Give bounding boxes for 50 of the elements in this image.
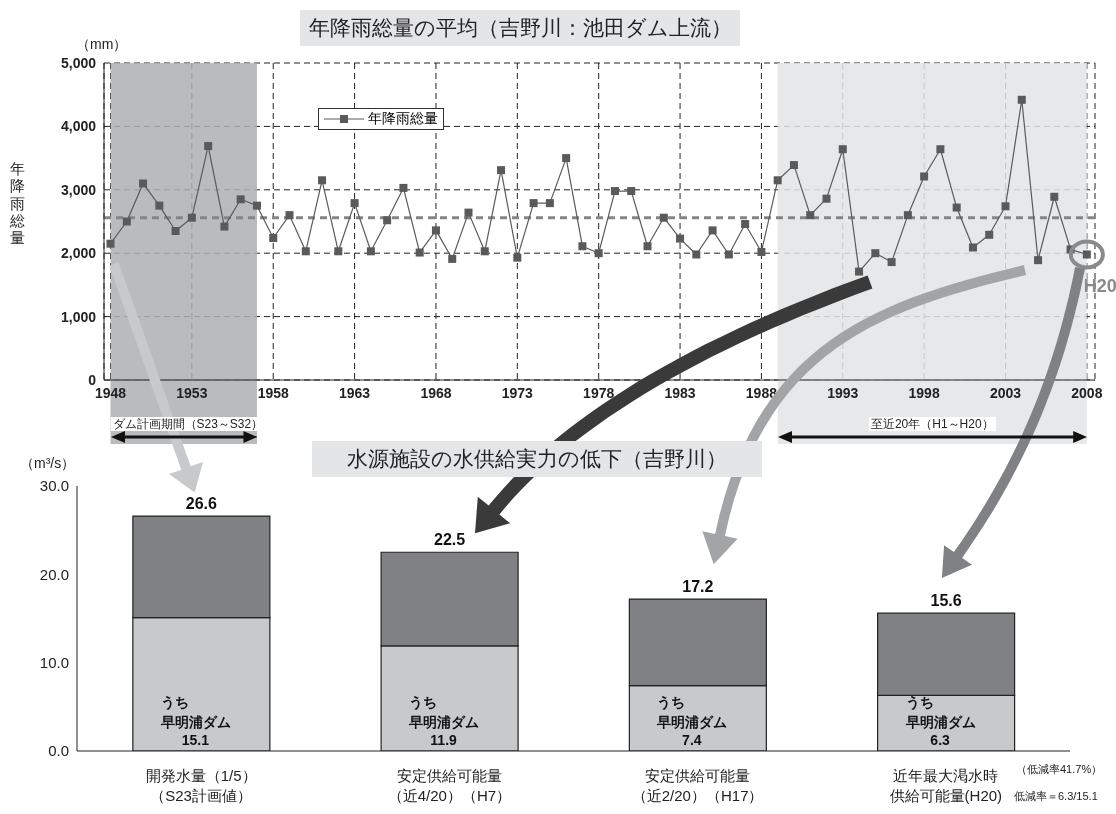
x-tick-label: 2003: [989, 384, 1022, 401]
annotation: H20: [1083, 276, 1116, 297]
band-label: 至近20年（H1～H20）: [868, 417, 996, 431]
y-tick-label: 0.0: [48, 742, 69, 760]
x-tick-label: 1978: [583, 384, 615, 401]
x-tick-label: 1983: [664, 384, 696, 401]
data-label: 6.3: [930, 732, 951, 748]
legend-label: 年降雨総量: [368, 110, 438, 128]
x-tick-label: 1958: [257, 384, 290, 401]
x-tick-label: 1968: [420, 384, 452, 401]
series-label: うち早明浦ダム: [904, 694, 976, 730]
x-tick-label: 安定供給可能量（近2/20）（H17）: [631, 767, 764, 804]
y-tick-label: 0: [88, 371, 97, 388]
y-tick-label: 3,000: [60, 181, 97, 198]
x-tick-label: 1988: [745, 384, 778, 401]
text: （m³/s）: [20, 455, 76, 473]
x-tick-label: 1998: [908, 384, 940, 401]
text: （mm）: [76, 36, 128, 54]
y-tick-label: 30.0: [39, 477, 69, 495]
y-tick-label: 10.0: [39, 653, 69, 671]
y-axis-title: 年降雨総量: [10, 160, 26, 247]
x-tick-label: 安定供給可能量（近4/20）（H7）: [387, 767, 512, 804]
text: 低減率＝6.3/15.1: [1014, 789, 1098, 804]
text: うち早明浦ダム: [160, 694, 231, 730]
total-label: 15.6: [930, 592, 962, 610]
y-tick-label: 4,000: [60, 118, 97, 135]
x-tick-label: 1963: [339, 384, 371, 401]
x-tick-label: 1948: [94, 384, 127, 401]
text: （低減率41.7%）: [1016, 762, 1103, 777]
band-label: ダム計画期間（S23～S32）: [110, 417, 266, 431]
y-tick-label: 1,000: [60, 308, 97, 325]
total-label: 26.6: [185, 495, 218, 513]
y-tick-label: 5,000: [60, 54, 97, 71]
data-label: 15.1: [181, 732, 210, 748]
total-label: 22.5: [434, 531, 466, 549]
x-tick-label: 近年最大渇水時供給可能量(H20): [889, 767, 1003, 804]
chart-title: 年降雨総量の平均（吉野川：池田ダム上流）: [300, 10, 740, 46]
data-label: 7.4: [682, 732, 702, 748]
text: うち早明浦ダム: [657, 694, 728, 730]
x-tick-label: 2008: [1071, 384, 1103, 401]
x-tick-label: 1993: [827, 384, 859, 401]
text: うち早明浦ダム: [409, 694, 480, 730]
total-label: 17.2: [682, 578, 714, 596]
chart-title: 水源施設の水供給実力の低下（吉野川）: [312, 441, 762, 477]
y-tick-label: 2,000: [60, 245, 97, 262]
y-tick-label: 20.0: [39, 565, 69, 583]
x-tick-label: 1953: [176, 384, 208, 401]
x-tick-label: 1973: [501, 384, 534, 401]
x-tick-label: 開発水量（1/5）（S23計画値）: [145, 767, 257, 804]
data-label: 11.9: [430, 732, 458, 748]
